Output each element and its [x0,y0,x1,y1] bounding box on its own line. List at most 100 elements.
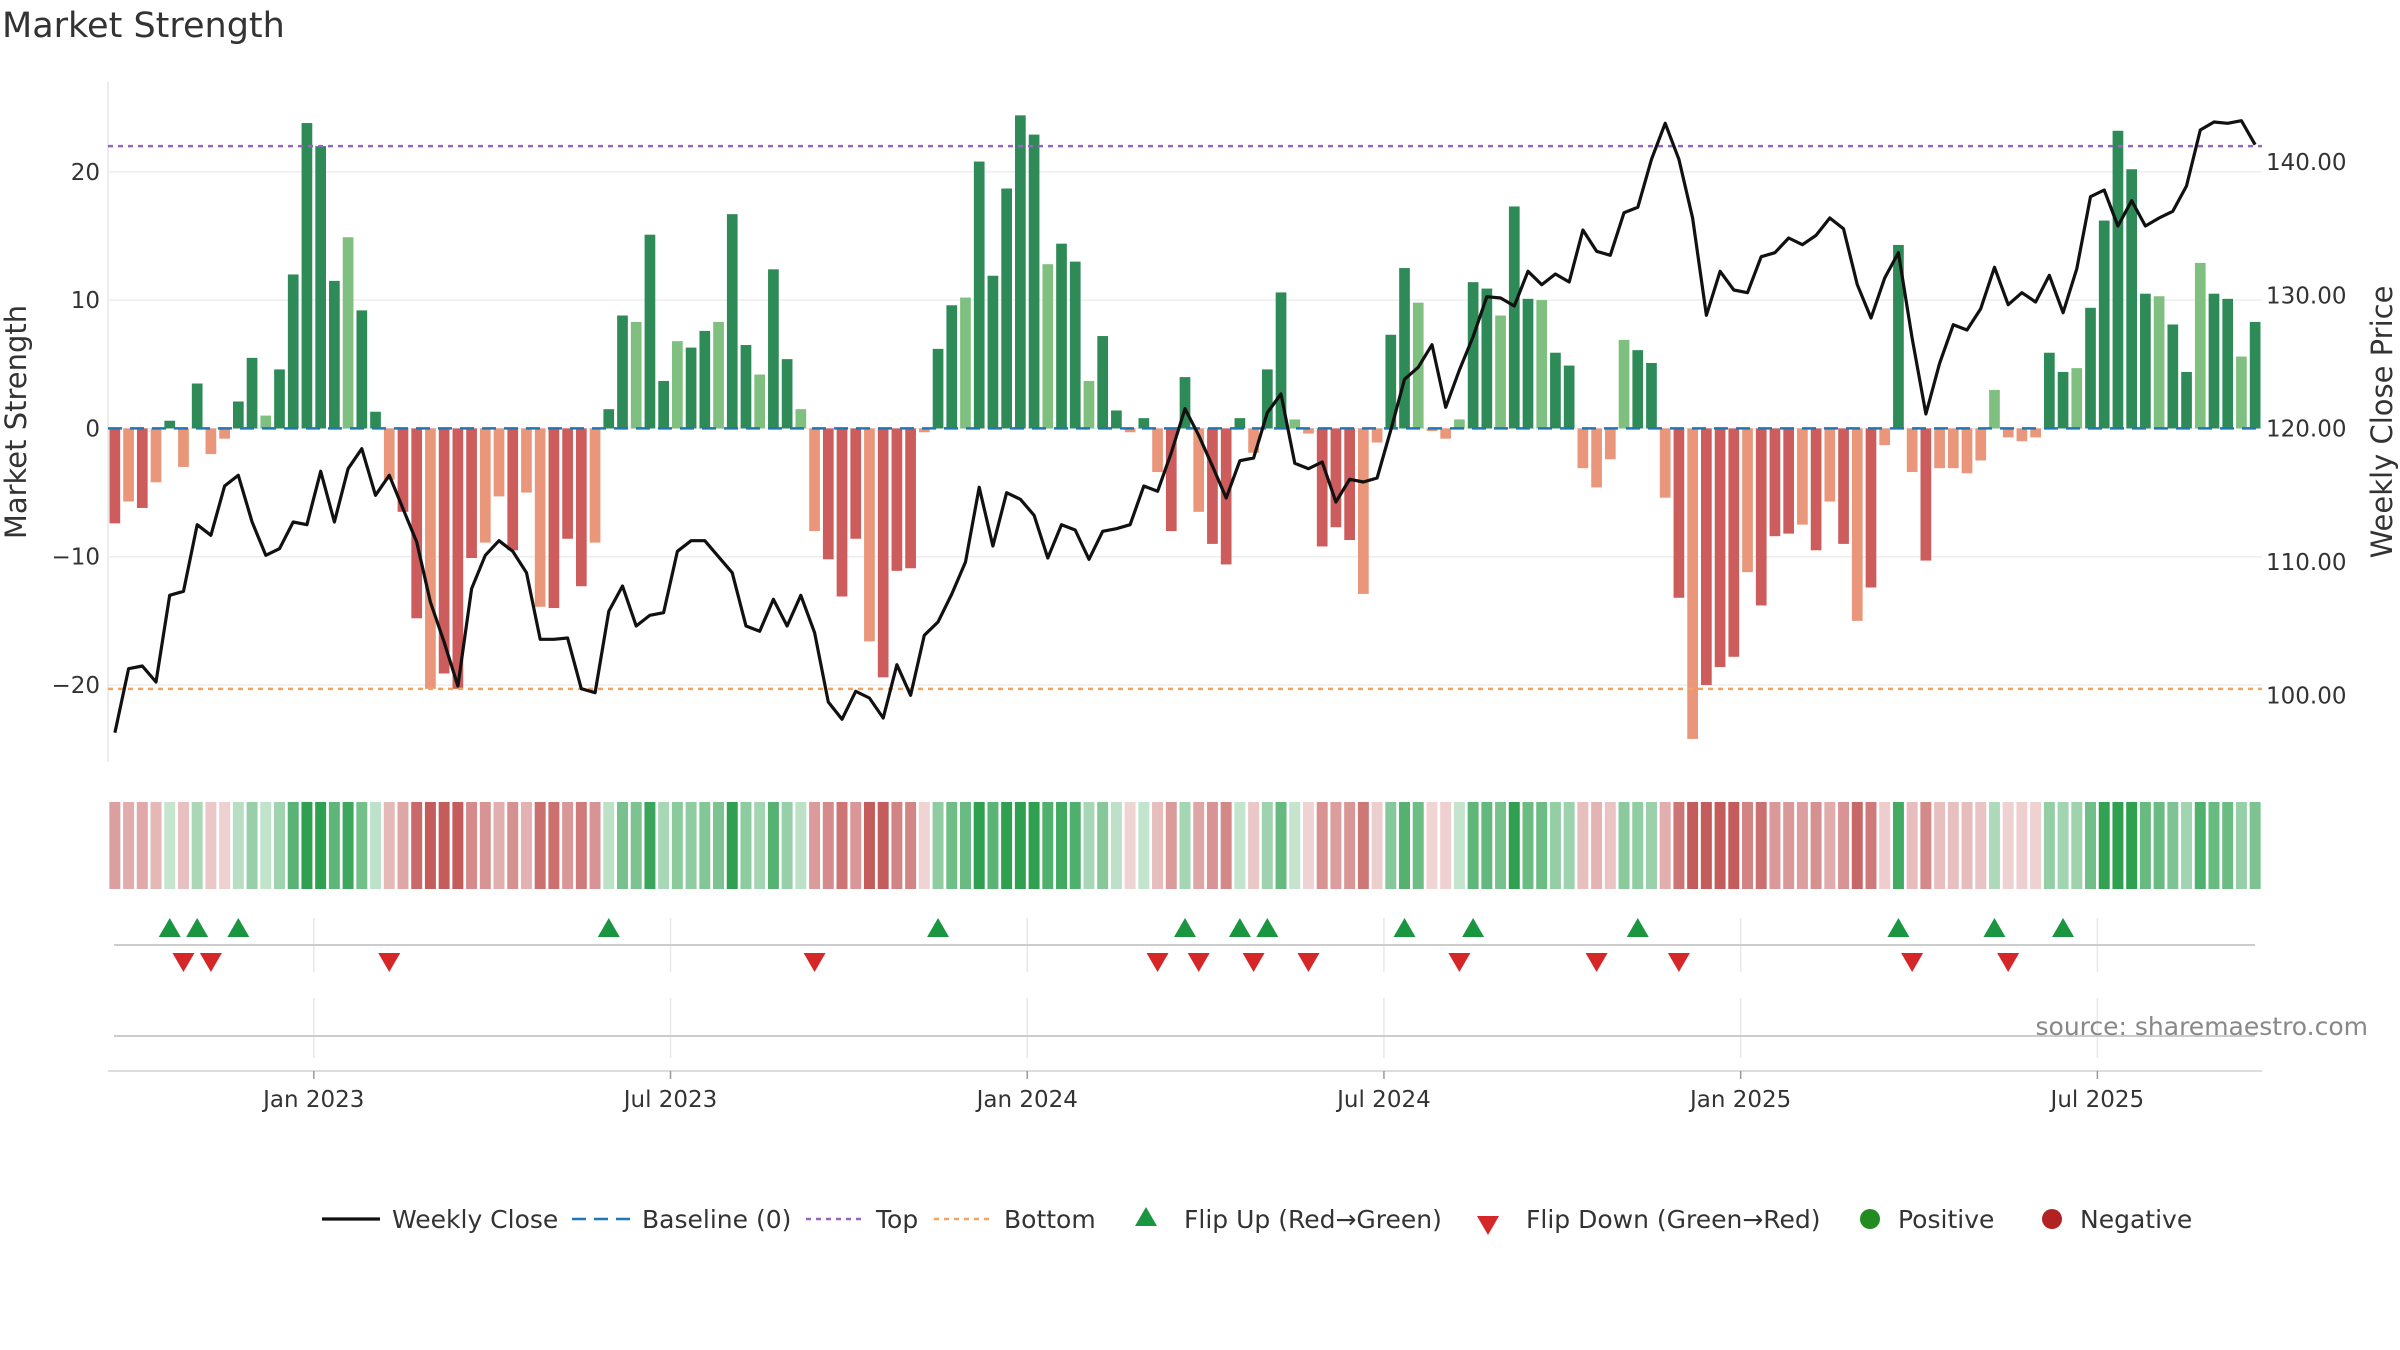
legend-item: Flip Down (Green→Red) [1477,1205,1821,1235]
heat-cell [1371,802,1383,889]
heat-cell [1385,802,1397,889]
strength-bar [1042,264,1054,429]
strength-bar [713,321,724,429]
heat-cell [1097,802,1109,889]
strength-bar [329,280,340,429]
heat-cell [2181,802,2193,889]
heat-cell [630,802,642,889]
heat-cell [452,802,464,889]
legend-label: Bottom [1004,1205,1096,1234]
heat-cell [1577,802,1589,889]
heat-cell [1138,802,1150,889]
strength-bar [493,428,505,497]
strength-bar [1330,428,1342,528]
heat-cell [795,802,807,889]
heat-cell [685,802,697,889]
heat-cell [1165,802,1177,889]
heat-cell [1412,802,1424,889]
strength-bar [1947,428,1959,469]
strength-bar [822,428,834,560]
flip-up-marker [1228,918,1251,937]
heat-cell [1810,802,1822,889]
strength-bar [946,305,958,429]
strength-bar [2181,371,2192,429]
heat-cell [1988,802,2000,889]
strength-bar [1028,134,1040,429]
strength-bar [356,310,368,429]
x-tick-label: Jul 2025 [2049,1087,2145,1113]
strength-bar [466,428,477,558]
heat-cell [1028,802,1040,889]
strength-bar [2167,324,2179,429]
strength-bar [2126,169,2138,429]
heat-cell [891,802,903,889]
strength-bar [1865,428,1877,588]
strength-bar [1152,428,1163,473]
right-tick-label: 110.00 [2266,550,2346,576]
strength-bar [438,428,450,674]
strength-bar [1769,428,1781,537]
heat-cell [1467,802,1479,889]
left-tick-label: −20 [51,673,100,699]
strength-bar [109,428,121,524]
heat-cell [1920,802,1932,889]
heat-cell [2071,802,2083,889]
heat-cell [918,802,930,889]
strength-bar [301,123,313,429]
flip-up-marker [927,918,950,937]
heat-cell [1783,802,1795,889]
heat-cell [1261,802,1273,889]
heat-cell [123,802,135,889]
heat-cell [1563,802,1575,889]
heat-cell [2085,802,2096,889]
strength-bar [287,274,299,429]
heat-cell [863,802,875,889]
heat-cell [1536,802,1548,889]
strength-bar [877,428,889,678]
strength-bar [1015,115,1026,429]
heat-cell [328,802,340,889]
strength-bar [1234,418,1246,429]
heat-cell [411,802,423,889]
strength-bar [754,374,766,429]
heat-cell [946,802,958,889]
heat-cell [1248,802,1260,889]
heat-cell [356,802,368,889]
strength-bar [932,348,944,429]
heat-cell [1316,802,1328,889]
strength-bar [1810,428,1822,551]
heat-cell [2112,802,2124,889]
strength-bar [1797,428,1808,525]
strength-bar [1124,428,1136,433]
heat-cell [1906,802,1918,889]
strength-bar [1111,410,1122,429]
strength-bar [987,275,999,429]
strength-bar [1975,428,1987,461]
strength-bar [1742,428,1753,573]
left-tick-label: 10 [71,288,100,314]
heat-cell [1357,802,1369,889]
heat-cell [1728,802,1740,889]
legend-label: Top [875,1205,918,1234]
heat-cell [562,802,574,889]
flip-down-marker [1242,953,1265,972]
heat-cell [754,802,766,889]
heat-cell [589,802,601,889]
heat-cell [1632,802,1644,889]
heat-cell [1330,802,1342,889]
heat-cell [1591,802,1603,889]
strength-bar [1344,428,1355,541]
strength-bar [1961,428,1973,474]
legend-label: Baseline (0) [642,1205,791,1234]
strength-bar [1495,315,1506,429]
heat-cell [1042,802,1054,889]
strength-bar [630,321,642,429]
legend-item: Negative [2042,1205,2192,1234]
heat-cell [1687,802,1699,889]
strength-bar [1179,377,1191,429]
strength-bar [2236,356,2247,429]
strength-bar [1097,336,1109,429]
heat-cell [1302,802,1314,889]
left-tick-label: −10 [51,545,100,571]
flip-down-marker [1997,953,2020,972]
